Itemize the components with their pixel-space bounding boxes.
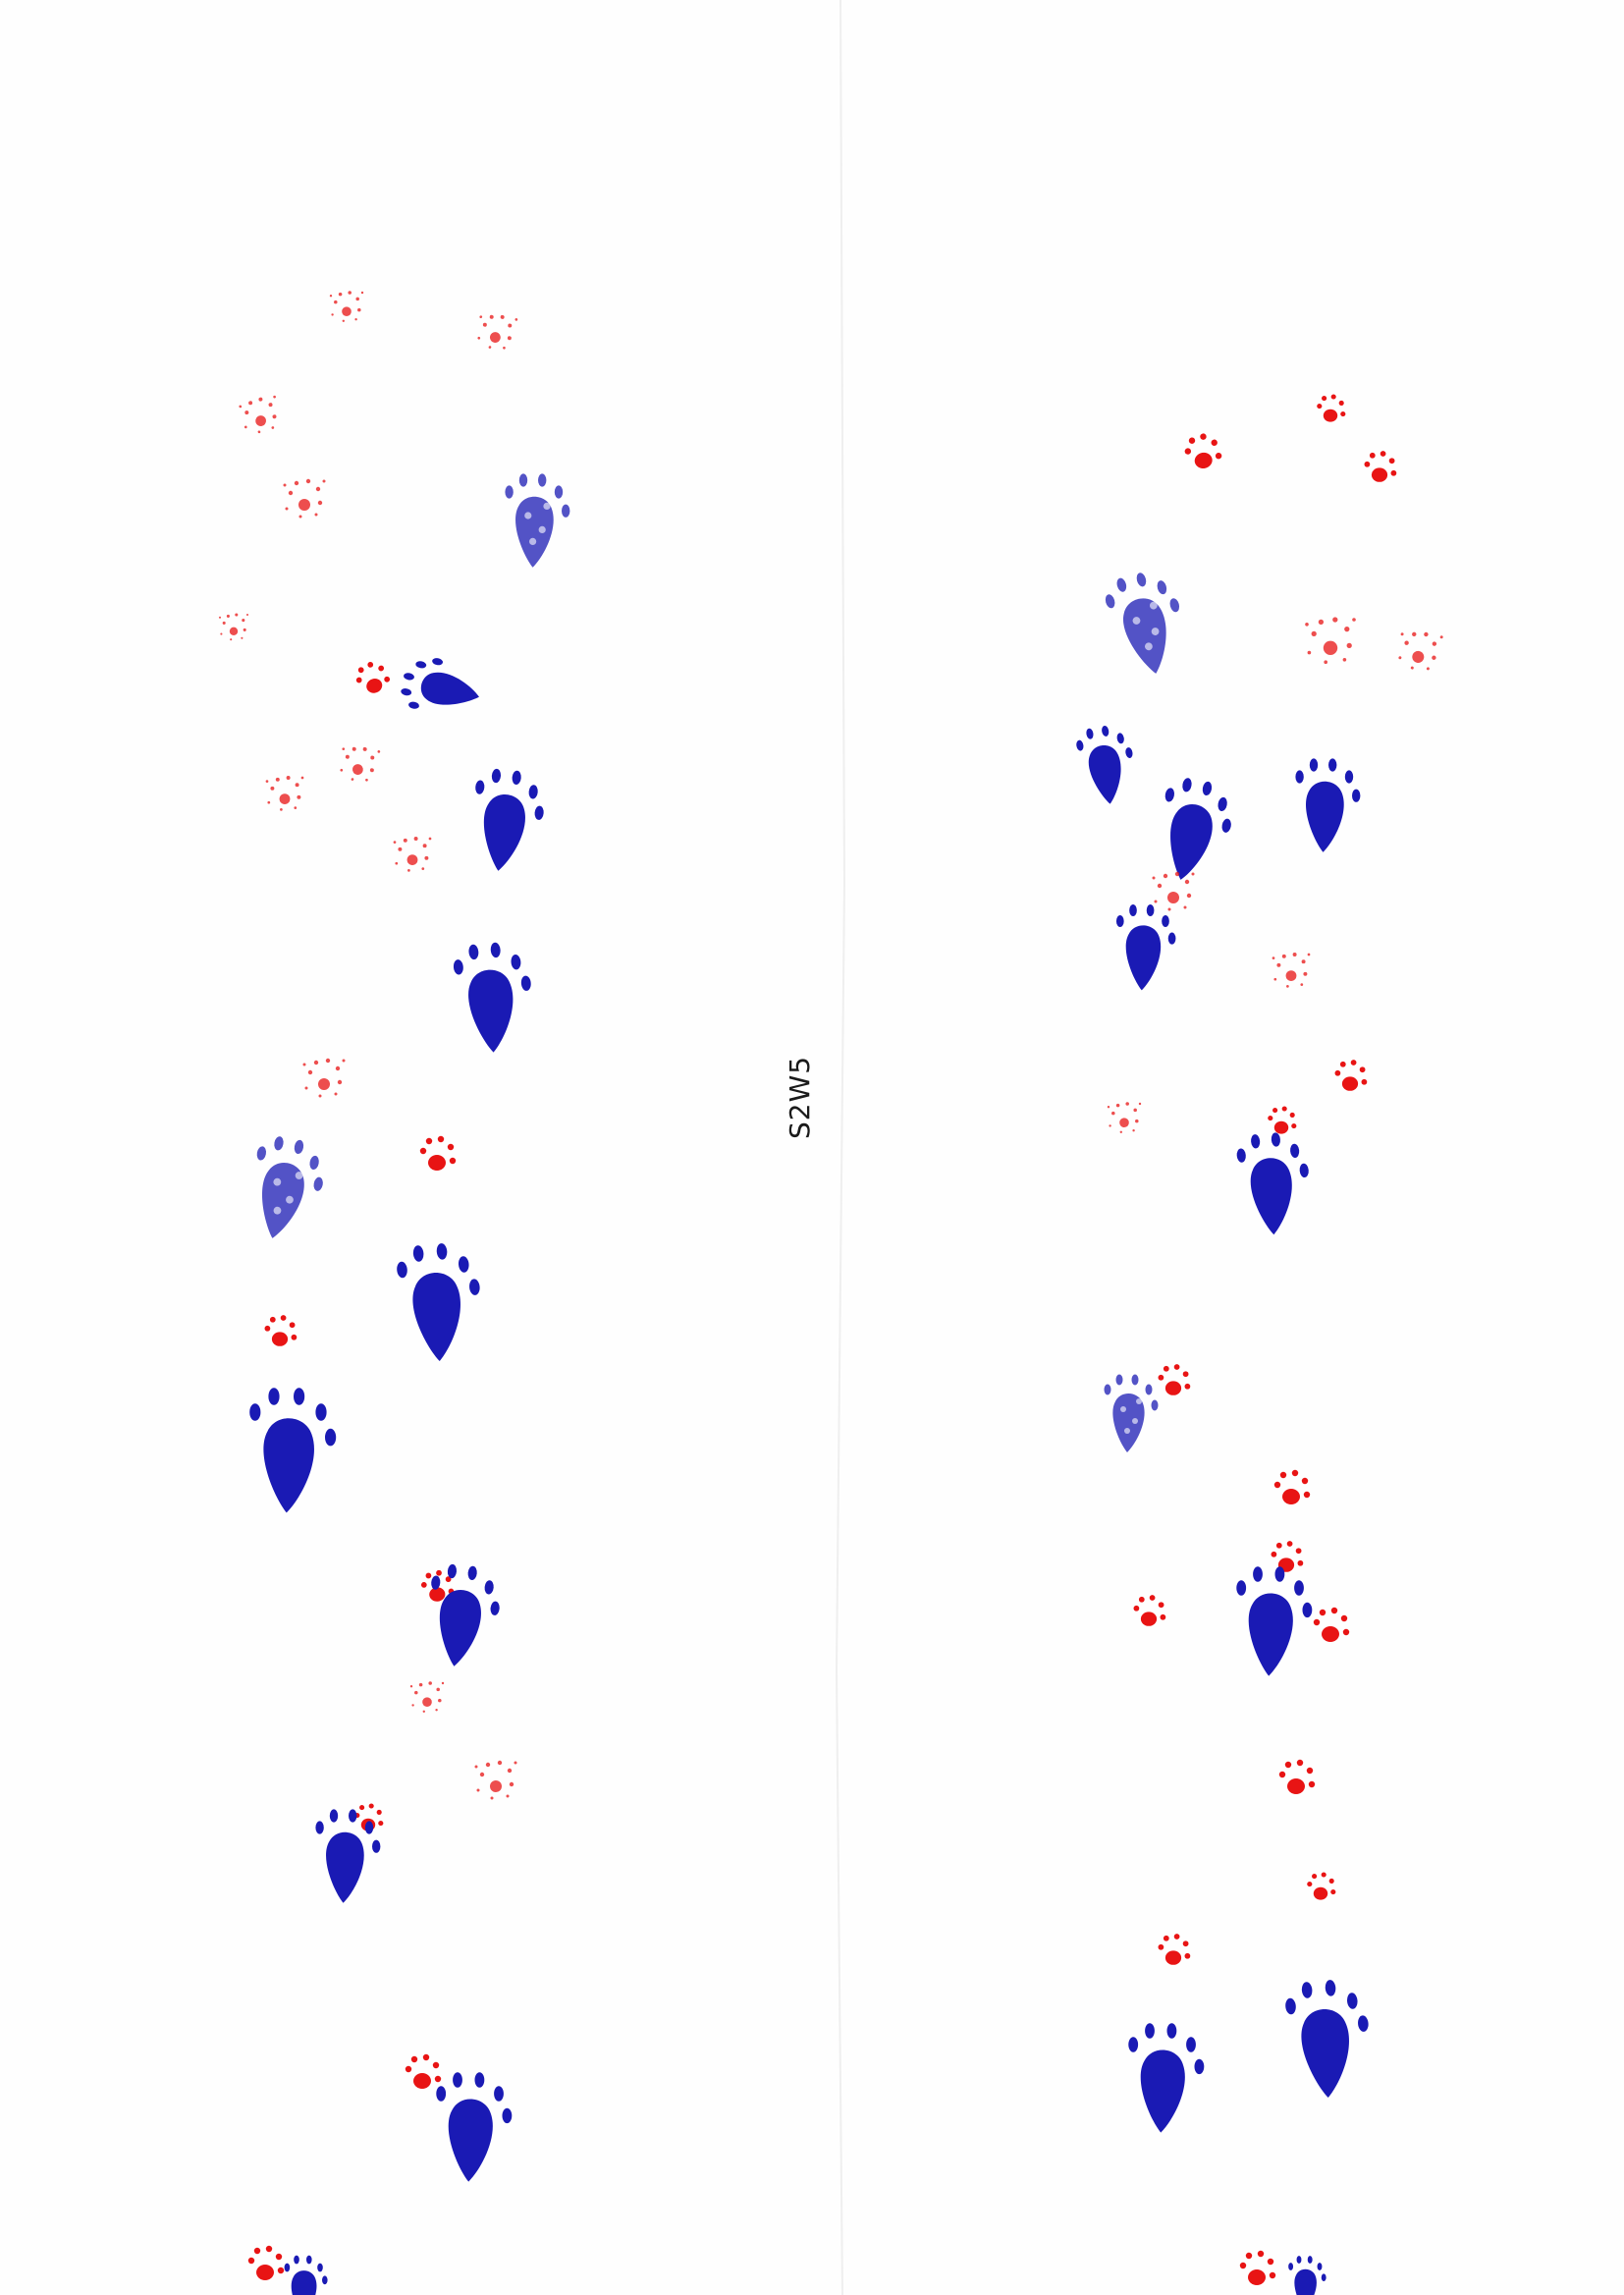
sheet-label: S2W5 (784, 1055, 816, 1139)
hindpaw-print (1128, 2023, 1205, 2133)
forepaw-print (1273, 1469, 1311, 1504)
forepaw-print (393, 837, 432, 872)
forepaw-print (1268, 1106, 1297, 1134)
forepaw-print (1271, 1541, 1304, 1572)
forepaw-print (1107, 1102, 1142, 1133)
hindpaw-print (1285, 1980, 1369, 2099)
forepaw-print (265, 776, 304, 811)
hindpaw-print (453, 942, 531, 1053)
hindpaw-print (1105, 573, 1180, 674)
hindpaw-print (284, 2255, 328, 2295)
forepaw-print (302, 1058, 346, 1098)
hindpaw-print (401, 658, 479, 709)
forepaw-print (1158, 1934, 1191, 1965)
forepaw-print (1152, 871, 1195, 911)
forepaw-print (477, 314, 518, 350)
hindpaw-print (1164, 778, 1231, 880)
hindpaw-print (1104, 1374, 1159, 1452)
sheet-fold-line (835, 0, 846, 2295)
forepaw-print (1158, 1364, 1191, 1395)
forepaw-print (1305, 617, 1356, 664)
forepaw-print (1239, 2250, 1276, 2285)
forepaw-print (1398, 631, 1443, 671)
forepaw-print (355, 661, 391, 693)
forepaw-print (1364, 451, 1397, 482)
forepaw-print (1334, 1060, 1368, 1091)
forepaw-print (1133, 1595, 1166, 1626)
forepaw-print (1307, 1872, 1336, 1900)
hindpaw-print (1236, 1566, 1313, 1676)
forepaw-print (340, 746, 381, 782)
forepaw-print (247, 2245, 285, 2280)
forepaw-print (419, 1135, 457, 1171)
hindpaw-print (436, 2072, 513, 2182)
forepaw-print (329, 291, 364, 322)
forepaw-print (218, 613, 249, 641)
hindpaw-print (1295, 758, 1361, 852)
forepaw-print (1313, 1607, 1350, 1642)
forepaw-print (1272, 953, 1311, 988)
forepaw-print (239, 395, 277, 434)
forepaw-print (409, 1681, 445, 1713)
forepaw-print (1278, 1759, 1316, 1794)
forepaw-print (283, 478, 326, 519)
hindpaw-print (1076, 725, 1133, 804)
hindpaw-print (505, 473, 570, 568)
hindpaw-print (475, 768, 544, 871)
forepaw-print (1184, 433, 1222, 468)
hindpaw-print (397, 1243, 480, 1362)
forepaw-print (264, 1315, 298, 1346)
hindpaw-print (1236, 1132, 1309, 1235)
forepaw-print (405, 2053, 442, 2089)
hindpaw-print (315, 1809, 381, 1903)
hindpaw-print (256, 1136, 323, 1238)
hindpaw-print (249, 1388, 337, 1513)
hindpaw-print (1115, 903, 1176, 991)
forepaw-print (1317, 394, 1346, 422)
hindpaw-print (1288, 2256, 1326, 2295)
forepaw-print (474, 1760, 517, 1800)
hindpaw-print (431, 1563, 500, 1667)
